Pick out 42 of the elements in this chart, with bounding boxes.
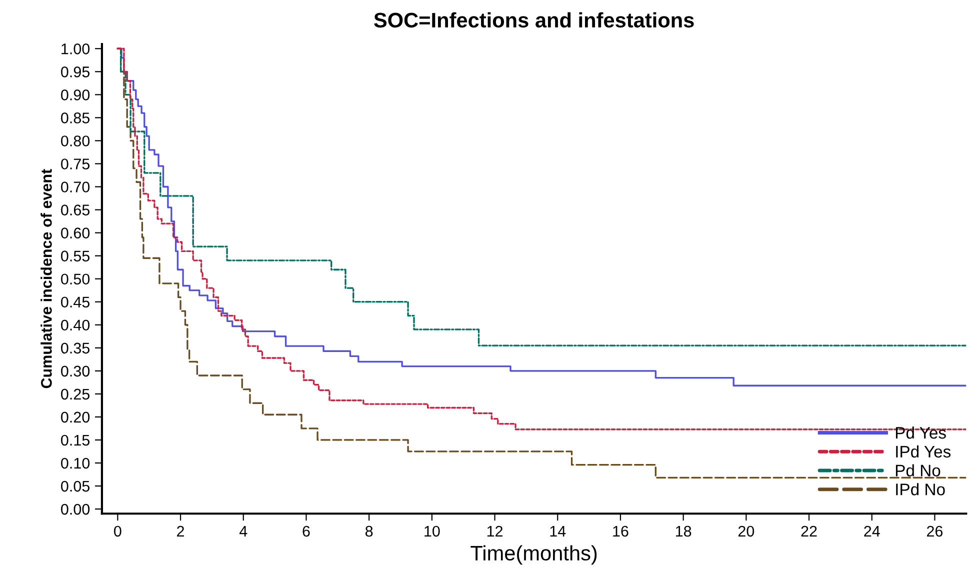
x-tick-label: 4 (239, 526, 248, 536)
x-tick-label: 6 (302, 526, 310, 537)
x-tick-label: 26 (926, 526, 943, 537)
y-tick-label: 0.15 (61, 434, 90, 446)
y-tick-label: 0.50 (61, 274, 90, 285)
y-tick-label: 0.90 (61, 90, 90, 100)
y-tick-label: 0.80 (61, 136, 90, 146)
x-tick-label: 12 (487, 526, 502, 536)
x-tick-label: 10 (424, 526, 440, 537)
x-tick-label: 2 (177, 526, 184, 536)
legend-label: IPd Yes (896, 445, 951, 458)
y-tick-label: 0.95 (61, 66, 90, 78)
y-tick-label: 0.25 (61, 388, 90, 400)
x-tick-label: 18 (676, 526, 692, 537)
x-tick-label: 0 (114, 526, 122, 537)
y-tick-label: 1.00 (62, 43, 90, 54)
y-tick-label: 0.45 (61, 296, 90, 308)
x-axis-title: Time(months) (470, 545, 597, 565)
y-tick-label: 0.75 (61, 158, 90, 170)
y-tick-label: 0.40 (61, 320, 90, 331)
x-tick-label: 14 (550, 526, 566, 536)
y-tick-label: 0.55 (61, 250, 90, 262)
y-tick-label: 0.85 (61, 112, 90, 124)
legend-label: Pd Yes (896, 426, 946, 439)
y-tick-label: 0.65 (61, 204, 90, 216)
y-tick-label: 0.20 (61, 412, 90, 423)
x-tick-label: 22 (801, 526, 817, 536)
legend-label: IPd No (896, 483, 945, 496)
x-tick-label: 8 (365, 526, 373, 537)
y-tick-label: 0.70 (61, 182, 90, 192)
x-tick-label: 16 (613, 526, 628, 537)
x-tick-label: 24 (864, 526, 880, 536)
chart-title: SOC=Infections and infestations (374, 12, 694, 28)
y-tick-label: 0.30 (61, 366, 90, 377)
y-tick-label: 0.60 (61, 228, 90, 238)
y-tick-label: 0.35 (61, 342, 90, 354)
y-tick-label: 0.00 (61, 504, 90, 515)
legend-label: Pd No (896, 464, 940, 476)
y-axis-title: Cumulative incidence of event (40, 169, 52, 388)
y-tick-label: 0.10 (61, 458, 90, 469)
x-tick-label: 20 (738, 526, 754, 537)
y-tick-label: 0.05 (61, 480, 90, 492)
